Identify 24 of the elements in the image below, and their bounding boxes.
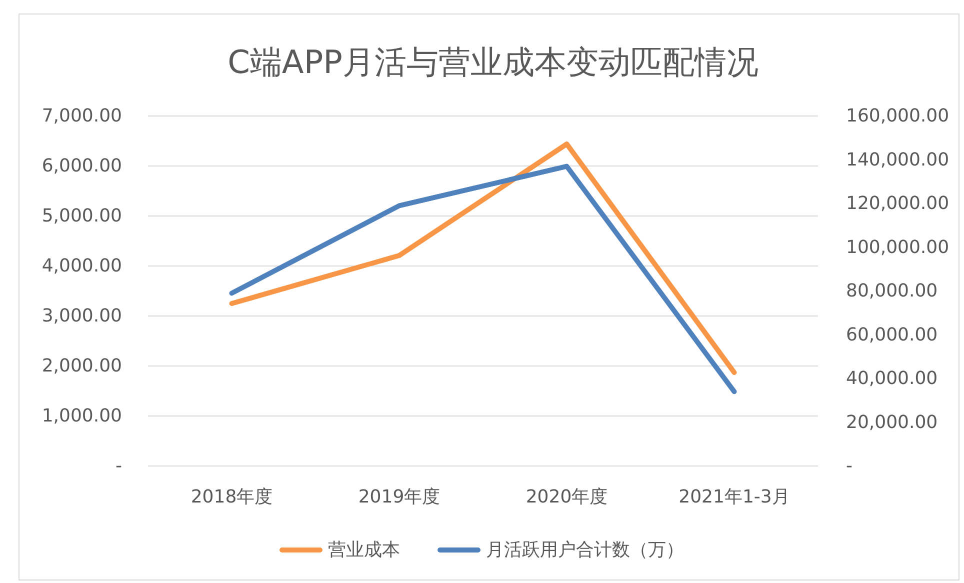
y2-tick-label: 100,000.00	[846, 236, 950, 258]
x-tick-label: 2020年度	[526, 486, 608, 508]
y-tick-label: 1,000.00	[42, 406, 122, 426]
y2-tick-label: 160,000.00	[846, 106, 950, 126]
x-tick-label: 2019年度	[358, 486, 440, 508]
y-tick-label: 2,000.00	[42, 356, 122, 376]
y2-tick-label: 40,000.00	[846, 368, 938, 389]
y2-tick-label: 120,000.00	[846, 193, 950, 214]
legend-label: 营业成本	[328, 540, 400, 560]
y-tick-label: -	[116, 456, 122, 476]
legend-label: 月活跃用户合计数（万）	[486, 540, 684, 560]
y2-tick-label: 140,000.00	[846, 149, 950, 170]
x-tick-label: 2018年度	[190, 486, 273, 508]
x-tick-label: 2021年1-3月	[678, 486, 790, 508]
y-tick-label: 4,000.00	[42, 256, 122, 276]
y2-tick-label: 60,000.00	[846, 324, 938, 346]
y-tick-label: 5,000.00	[42, 206, 122, 226]
y-tick-label: 6,000.00	[42, 156, 122, 176]
y2-tick-label: 20,000.00	[846, 412, 938, 433]
y2-tick-label: -	[846, 456, 852, 476]
chart-title: C端APP月活与营业成本变动匹配情况	[228, 43, 758, 81]
y2-tick-label: 80,000.00	[846, 280, 938, 302]
y-tick-label: 7,000.00	[42, 106, 122, 126]
y-tick-label: 3,000.00	[42, 306, 122, 326]
